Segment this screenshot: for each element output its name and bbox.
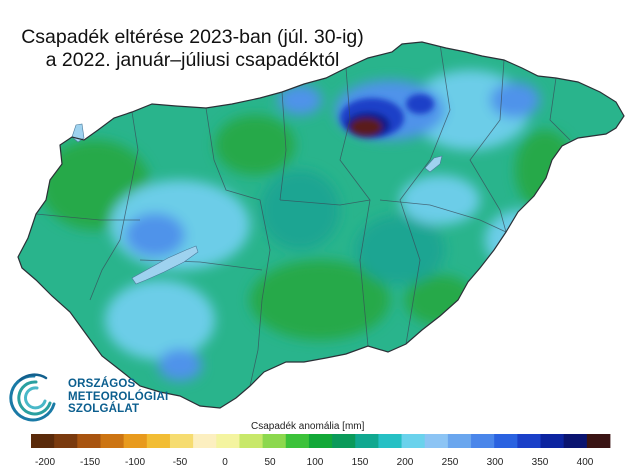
lake-tisza	[424, 155, 443, 173]
colorbar-swatch	[100, 434, 125, 448]
colorbar-swatch	[285, 434, 310, 448]
colorbar-tick-label: 400	[577, 457, 594, 468]
county-borders	[35, 43, 571, 387]
colorbar-swatch	[169, 434, 194, 448]
colorbar-tick-label: -200	[35, 457, 55, 468]
map-title-line2: a 2022. január–júliusi csapadéktól	[45, 49, 340, 71]
colorbar-tick-label: 100	[307, 457, 324, 468]
map-title-line1: Csapadék eltérése 2023-ban (júl. 30-ig)	[21, 26, 364, 48]
colorbar-swatch	[447, 434, 472, 448]
colorbar-swatch	[216, 434, 240, 448]
colorbar-tick-label: -50	[173, 457, 188, 468]
colorbar-swatch	[378, 434, 402, 448]
colorbar: -200 -150 -100 -50 0 50 100 150 200 250 300 350 400	[31, 434, 611, 468]
precipitation-anomaly-map	[17, 41, 625, 409]
colorbar-swatch	[401, 434, 426, 448]
logo-line2: METEOROLÓGIAI	[68, 390, 169, 403]
omsz-logo: ORSZÁGOS METEOROLÓGIAI SZOLGÁLAT	[6, 370, 196, 424]
colorbar-swatch	[239, 434, 263, 448]
colorbar-swatch	[471, 434, 495, 448]
colorbar-swatch	[586, 434, 611, 448]
colorbar-swatch	[54, 434, 78, 448]
colorbar-swatch	[424, 434, 449, 448]
colorbar-swatch	[563, 434, 588, 448]
logo-line1: ORSZÁGOS	[68, 378, 136, 390]
colorbar-swatch	[262, 434, 287, 448]
colorbar-legend: Csapadék anomália [mm] -200 -150 -100 -50 0 5…	[0, 420, 640, 475]
map-title: Csapadék eltérése 2023-ban (júl. 30-ig) …	[0, 26, 385, 72]
colorbar-swatch	[77, 434, 101, 448]
colorbar-swatch	[332, 434, 356, 448]
colorbar-swatch	[540, 434, 565, 448]
colorbar-swatch	[31, 434, 55, 448]
colorbar-swatch	[146, 434, 171, 448]
colorbar-tick-label: -150	[80, 457, 100, 468]
colorbar-swatch	[494, 434, 518, 448]
colorbar-tick-label: 200	[397, 457, 414, 468]
lake-balaton	[131, 245, 199, 285]
colorbar-swatch	[193, 434, 217, 448]
colorbar-tick-label: 50	[264, 457, 276, 468]
colorbar-swatch	[517, 434, 541, 448]
omsz-logo-mark	[9, 373, 56, 422]
colorbar-tick-label: -100	[125, 457, 145, 468]
colorbar-tick-label: 350	[532, 457, 549, 468]
omsz-logo-text: ORSZÁGOS METEOROLÓGIAI SZOLGÁLAT	[68, 378, 168, 416]
colorbar-swatch	[308, 434, 333, 448]
colorbar-tick-label: 0	[222, 457, 228, 468]
colorbar-tick-label: 150	[352, 457, 369, 468]
colorbar-tick-label: 250	[442, 457, 459, 468]
logo-line3: SZOLGÁLAT	[68, 403, 140, 415]
colorbar-swatch	[123, 434, 148, 448]
colorbar-tick-label: 300	[487, 457, 504, 468]
colorbar-title: Csapadék anomália [mm]	[251, 421, 365, 432]
colorbar-swatch	[355, 434, 379, 448]
